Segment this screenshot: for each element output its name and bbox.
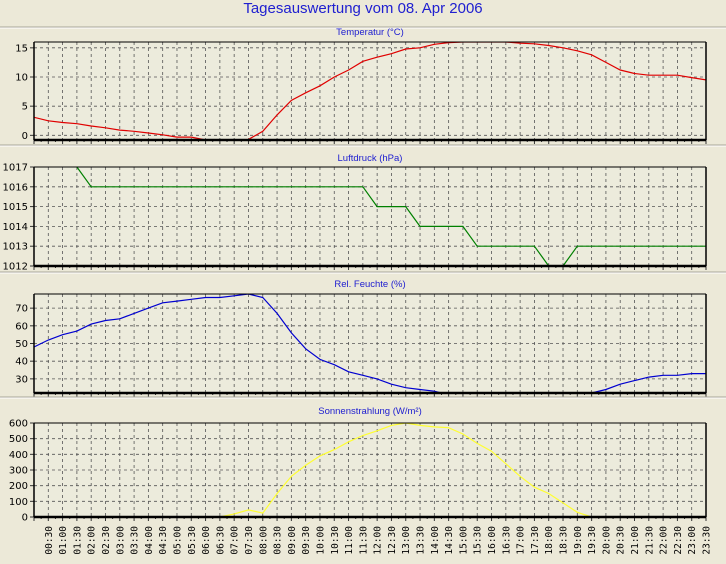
y-tick-label: 5 bbox=[22, 102, 28, 113]
x-tick-label: 15:00 bbox=[458, 526, 469, 555]
x-tick-label: 06:30 bbox=[215, 526, 226, 555]
y-tick-label: 40 bbox=[15, 357, 28, 368]
chart-title: Rel. Feuchte (%) bbox=[334, 279, 405, 290]
y-tick-label: 200 bbox=[9, 481, 28, 492]
x-tick-label: 12:30 bbox=[387, 526, 398, 555]
x-tick-label: 08:30 bbox=[273, 526, 284, 555]
y-tick-label: 1012 bbox=[3, 262, 28, 273]
x-tick-label: 08:00 bbox=[258, 526, 269, 555]
x-tick-label: 10:00 bbox=[315, 526, 326, 555]
x-tick-label: 03:00 bbox=[115, 526, 126, 555]
x-tick-label: 10:30 bbox=[330, 526, 341, 555]
x-tick-label: 13:30 bbox=[416, 526, 427, 555]
x-tick-label: 02:00 bbox=[87, 526, 98, 555]
x-tick-label: 16:30 bbox=[501, 526, 512, 555]
y-tick-label: 1014 bbox=[3, 222, 28, 233]
y-tick-label: 1015 bbox=[3, 202, 28, 213]
x-tick-label: 17:30 bbox=[530, 526, 541, 555]
x-tick-label: 20:30 bbox=[616, 526, 627, 555]
x-tick-label: 05:30 bbox=[187, 526, 198, 555]
chart-3: Sonnenstrahlung (W/m²) 0 100 200 300 400 500 60… bbox=[0, 396, 726, 524]
x-tick-label: 22:00 bbox=[659, 526, 670, 555]
x-tick-label: 02:30 bbox=[101, 526, 112, 555]
x-tick-label: 20:00 bbox=[601, 526, 612, 555]
x-tick-label: 09:00 bbox=[287, 526, 298, 555]
y-tick-label: 70 bbox=[15, 304, 28, 315]
y-tick-label: 30 bbox=[15, 374, 28, 385]
chart-2: Rel. Feuchte (%) 30 40 50 60 70 bbox=[0, 271, 726, 397]
y-tick-label: 1013 bbox=[3, 242, 28, 253]
series-line bbox=[75, 167, 706, 266]
y-tick-label: 0 bbox=[22, 131, 28, 142]
x-tick-label: 13:00 bbox=[401, 526, 412, 555]
y-tick-label: 400 bbox=[9, 450, 28, 461]
y-tick-label: 1017 bbox=[3, 163, 28, 174]
x-tick-label: 07:00 bbox=[230, 526, 241, 555]
y-tick-label: 10 bbox=[15, 73, 28, 84]
y-tick-label: 50 bbox=[15, 339, 28, 350]
x-tick-label: 23:30 bbox=[702, 526, 713, 555]
x-tick-label: 15:30 bbox=[473, 526, 484, 555]
y-tick-label: 600 bbox=[9, 419, 28, 430]
x-tick-label: 12:00 bbox=[373, 526, 384, 555]
x-tick-label: 22:30 bbox=[673, 526, 684, 555]
x-tick-label: 11:00 bbox=[344, 526, 355, 555]
x-tick-label: 05:00 bbox=[172, 526, 183, 555]
x-tick-label: 01:30 bbox=[72, 526, 83, 555]
plot-area bbox=[34, 42, 706, 140]
x-tick-label: 04:30 bbox=[158, 526, 169, 555]
x-tick-label: 07:30 bbox=[244, 526, 255, 555]
x-tick-label: 03:30 bbox=[130, 526, 141, 555]
x-tick-label: 21:30 bbox=[644, 526, 655, 555]
x-tick-label: 17:00 bbox=[516, 526, 527, 555]
x-tick-label: 16:00 bbox=[487, 526, 498, 555]
x-tick-label: 18:00 bbox=[544, 526, 555, 555]
chart-0: Temperatur (°C) 0 5 10 15 bbox=[0, 26, 726, 144]
y-tick-label: 100 bbox=[9, 497, 28, 508]
plot-area bbox=[34, 167, 706, 266]
y-tick-label: 0 bbox=[22, 513, 28, 524]
x-tick-label: 09:30 bbox=[301, 526, 312, 555]
x-tick-label: 23:00 bbox=[687, 526, 698, 555]
chart-title: Temperatur (°C) bbox=[336, 27, 404, 38]
series-line bbox=[34, 42, 706, 140]
x-tick-label: 19:00 bbox=[573, 526, 584, 555]
x-tick-label: 11:30 bbox=[358, 526, 369, 555]
series-line bbox=[34, 423, 706, 517]
chart-title: Sonnenstrahlung (W/m²) bbox=[318, 406, 421, 417]
x-tick-label: 18:30 bbox=[559, 526, 570, 555]
y-tick-label: 500 bbox=[9, 434, 28, 445]
page-title: Tagesauswertung vom 08. Apr 2006 bbox=[243, 0, 483, 17]
y-tick-label: 15 bbox=[15, 43, 28, 54]
x-tick-label: 14:00 bbox=[430, 526, 441, 555]
y-tick-label: 300 bbox=[9, 466, 28, 477]
x-tick-label: 21:00 bbox=[630, 526, 641, 555]
y-tick-label: 1016 bbox=[3, 182, 28, 193]
x-tick-label: 01:00 bbox=[58, 526, 69, 555]
y-tick-label: 60 bbox=[15, 321, 28, 332]
x-tick-label: 06:00 bbox=[201, 526, 212, 555]
chart-1: Luftdruck (hPa) 1012 1013 1014 1015 1016 1017 bbox=[0, 144, 726, 273]
x-tick-label: 19:30 bbox=[587, 526, 598, 555]
x-tick-label: 14:30 bbox=[444, 526, 455, 555]
x-tick-label: 04:00 bbox=[144, 526, 155, 555]
x-tick-label: 00:30 bbox=[44, 526, 55, 555]
chart-title: Luftdruck (hPa) bbox=[338, 153, 403, 164]
